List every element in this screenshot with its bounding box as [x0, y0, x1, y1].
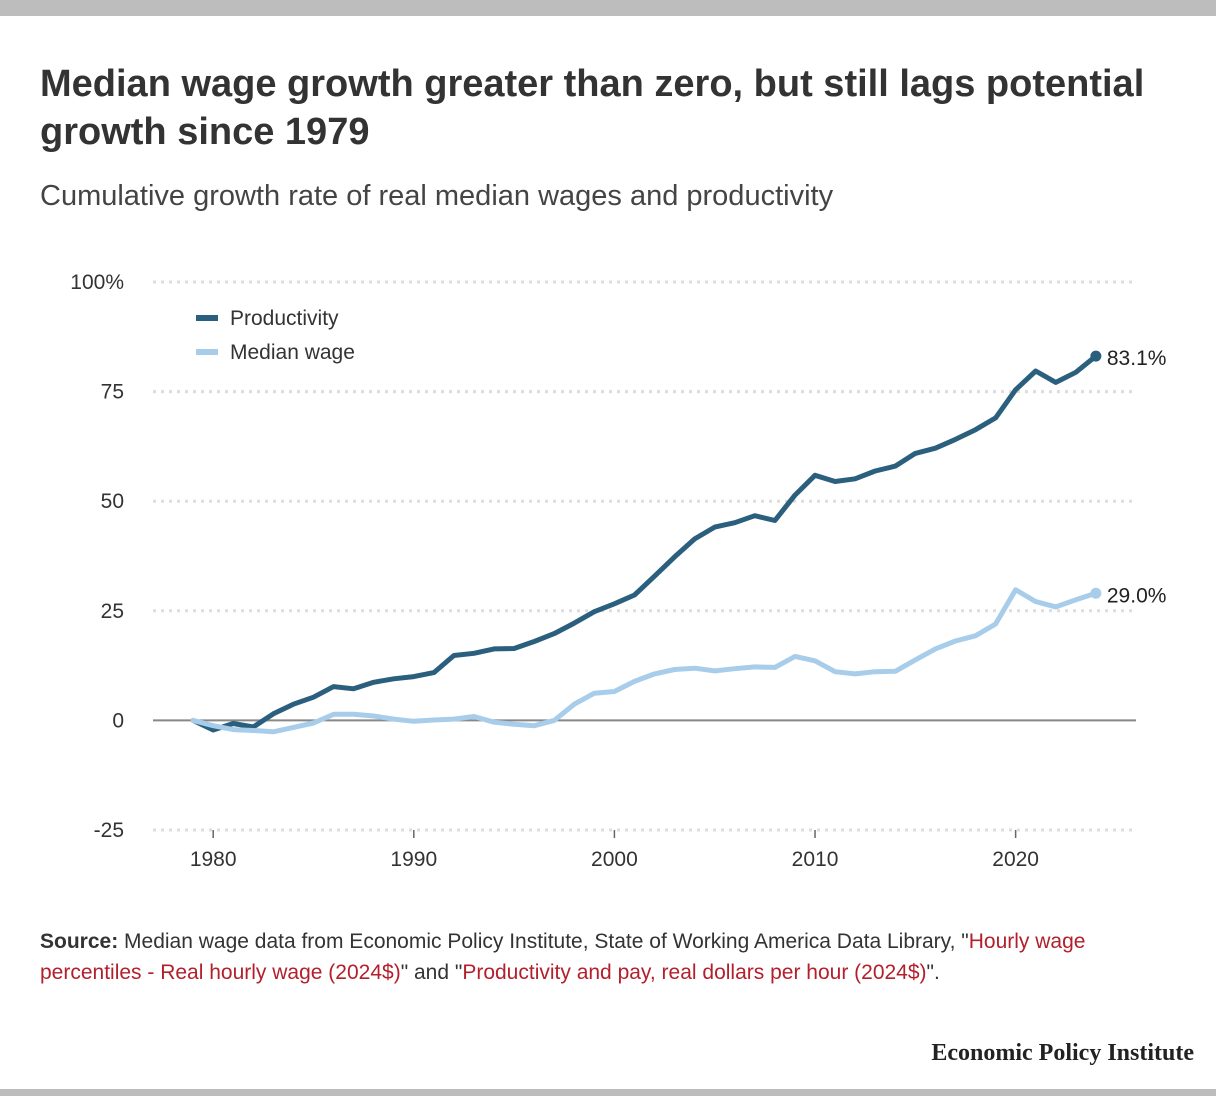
legend-label: Median wage — [230, 341, 355, 364]
y-tick-label: -25 — [94, 819, 124, 842]
source-after-text: ". — [926, 961, 940, 984]
source-label: Source: — [40, 930, 119, 953]
y-tick-label: 50 — [101, 490, 124, 513]
x-tick-label: 2020 — [992, 848, 1039, 871]
gridlines — [153, 280, 1136, 832]
series-lines — [190, 350, 1102, 735]
x-axis: 1980 1990 2000 2010 2020 — [190, 830, 1039, 871]
x-tick-label: 1990 — [390, 848, 437, 871]
line-chart: 100% 75 50 25 0 -25 1980 1990 2000 2010 2020 83.1… — [70, 271, 1167, 871]
legend: Productivity Median wage — [196, 307, 355, 364]
end-label-productivity: 83.1% — [1107, 347, 1167, 370]
source-between-text: " and " — [400, 961, 463, 984]
top-border — [0, 0, 1216, 16]
series-line-median-wage — [190, 587, 1099, 735]
series-line-productivity — [190, 353, 1099, 733]
y-tick-label: 25 — [101, 600, 124, 623]
x-tick-label: 2000 — [591, 848, 638, 871]
end-marker-productivity — [1090, 350, 1102, 362]
y-tick-label: 100% — [70, 271, 124, 294]
chart-subtitle: Cumulative growth rate of real median wa… — [40, 180, 834, 212]
bottom-border — [0, 1089, 1216, 1096]
end-marker-median-wage — [1090, 587, 1102, 599]
x-tick-label: 1980 — [190, 848, 237, 871]
legend-label: Productivity — [230, 307, 339, 330]
chart-title: Median wage growth greater than zero, bu… — [40, 63, 1145, 153]
x-tick-label: 2010 — [792, 848, 839, 871]
source-link-hourly-wage[interactable]: Hourly wage percentiles - Real hourly wa… — [40, 930, 1086, 984]
y-tick-label: 75 — [101, 381, 124, 404]
source-note: Source: Median wage data from Economic P… — [40, 926, 1180, 988]
source-link-productivity[interactable]: Productivity and pay, real dollars per h… — [462, 961, 927, 984]
brand-logo: Economic Policy Institute — [931, 1040, 1194, 1066]
y-tick-label: 0 — [112, 709, 124, 732]
end-labels: 83.1% 29.0% — [1107, 347, 1167, 607]
source-text: Median wage data from Economic Policy In… — [118, 930, 969, 953]
end-label-median-wage: 29.0% — [1107, 584, 1167, 607]
y-axis: 100% 75 50 25 0 -25 — [70, 271, 124, 842]
